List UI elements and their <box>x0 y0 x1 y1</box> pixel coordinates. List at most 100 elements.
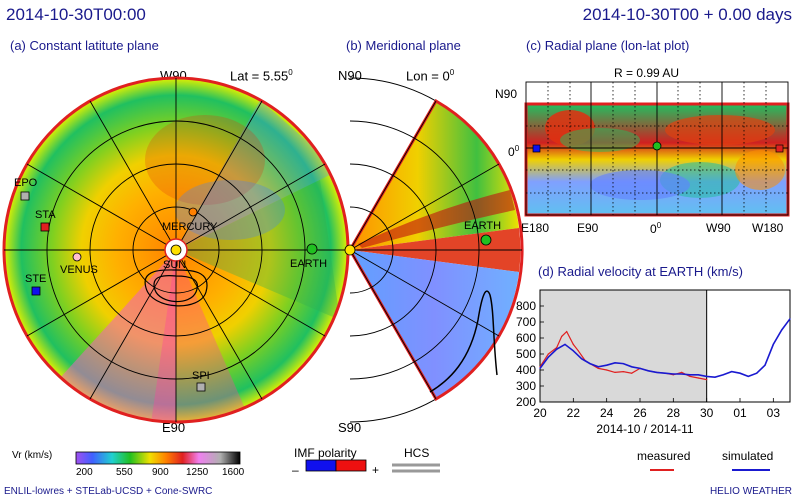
mercury-marker <box>188 207 198 217</box>
panel-c-xlabel-zero: 00 <box>650 221 662 236</box>
simulated-point <box>647 370 649 372</box>
plot-frame <box>539 289 791 403</box>
simulated-point <box>547 356 549 358</box>
y-tick-label: 600 <box>516 331 536 345</box>
simulated-point <box>764 364 766 366</box>
imf-plus-label: + <box>372 463 380 477</box>
imf-negative-swatch <box>305 459 337 472</box>
imf-polarity-box <box>305 459 367 472</box>
measured-point <box>631 372 633 374</box>
y-tick-label: 300 <box>516 379 536 393</box>
venus-marker <box>72 252 82 262</box>
simulated-point <box>706 375 708 377</box>
measured-point <box>597 367 599 369</box>
simulated-point <box>681 373 683 375</box>
panel-b-lon-label: Lon = 00 <box>406 68 455 84</box>
panel-a-title: (a) Constant latitute plane <box>10 38 159 53</box>
panel-d-chart: 200 300 400 500 600 700 800 20 22 24 26 28 30 01 03 201… <box>516 289 791 436</box>
earth-label-b: EARTH <box>464 220 501 232</box>
panel-c-xlabel-e180: E180 <box>521 221 550 235</box>
simulated-point <box>572 350 574 352</box>
earth-label-a: EARTH <box>290 258 327 270</box>
measured-point <box>697 377 699 379</box>
panel-a-markers <box>20 191 318 392</box>
y-tick-label: 400 <box>516 363 536 377</box>
epo-label: EPO <box>14 177 38 189</box>
measured-point <box>566 331 568 333</box>
colorbar-tick-550: 550 <box>116 467 133 478</box>
history-shade <box>540 290 707 402</box>
simulated-point <box>672 373 674 375</box>
earth-marker <box>306 243 318 255</box>
colorbar <box>75 451 241 465</box>
imf-polarity-title: IMF polarity <box>294 446 357 460</box>
panel-c-xlabel-e90: E90 <box>577 221 599 235</box>
footer-left: ENLIL-lowres + STELab-UCSD + Cone-SWRC <box>4 486 213 497</box>
simulated-point <box>564 343 566 345</box>
spi-label: SPI <box>192 370 210 382</box>
footer-right: HELIO WEATHER <box>709 486 792 497</box>
simulated-point <box>747 375 749 377</box>
simulated-point <box>739 372 741 374</box>
measured-point <box>681 371 683 373</box>
simulated-point <box>714 376 716 378</box>
simulated-point <box>639 367 641 369</box>
y-tick-label: 500 <box>516 347 536 361</box>
measured-point <box>614 371 616 373</box>
panel-b-top-label: N90 <box>338 68 362 83</box>
simulated-point <box>731 371 733 373</box>
sun-label: SUN <box>163 259 186 271</box>
panel-a-disk <box>2 76 350 424</box>
measured-point <box>561 335 563 337</box>
measured-point <box>622 371 624 373</box>
simulated-point <box>664 372 666 374</box>
x-tick-label: 28 <box>667 406 681 420</box>
spi-marker <box>196 382 206 392</box>
measured-point <box>547 353 549 355</box>
hcs-symbol <box>392 463 440 473</box>
sta-label: STA <box>35 209 56 221</box>
panel-c-map <box>524 81 790 217</box>
simulated-point <box>589 363 591 365</box>
measured-point <box>606 369 608 371</box>
simulated-point <box>756 372 758 374</box>
simulated-point <box>606 364 608 366</box>
simulated-point <box>539 367 541 369</box>
panel-d-title: (d) Radial velocity at EARTH (km/s) <box>538 264 743 279</box>
simulated-point <box>581 358 583 360</box>
y-tick-label: 200 <box>516 395 536 409</box>
x-tick-label: 22 <box>567 406 581 420</box>
panel-a-lat-label: Lat = 5.550 <box>230 68 293 84</box>
simulated-point <box>772 343 774 345</box>
panel-c-ylabel-n90: N90 <box>495 87 518 101</box>
header-right-timestamp: 2014-10-30T00 + 0.00 days <box>582 5 792 24</box>
venus-label: VENUS <box>60 264 98 276</box>
x-tick-label: 20 <box>533 406 547 420</box>
measured-legend-label: measured <box>637 449 691 463</box>
simulated-point <box>722 374 724 376</box>
simulated-point <box>622 363 624 365</box>
panel-c-title: (c) Radial plane (lon-lat plot) <box>526 38 690 53</box>
colorbar-tick-1600: 1600 <box>222 467 245 478</box>
measured-point <box>577 350 579 352</box>
panel-c-ylabel-zero: 00 <box>508 144 520 159</box>
x-tick-label: 03 <box>767 406 781 420</box>
simulated-point <box>697 374 699 376</box>
panel-c-radius-label: R = 0.99 AU <box>614 66 680 80</box>
panel-a-object-labels: EPO STA VENUS STE MERCURY SUN EARTH SPI <box>14 177 327 382</box>
y-tick-label: 800 <box>516 299 536 313</box>
simulated-legend-label: simulated <box>722 449 774 463</box>
colorbar-label: Vr (km/s) <box>12 450 53 461</box>
x-tick-label: 26 <box>633 406 647 420</box>
panel-a-bottom-label: E90 <box>162 420 186 435</box>
epo-marker <box>20 191 30 201</box>
y-tick-label: 700 <box>516 315 536 329</box>
measured-point <box>556 347 558 349</box>
panel-c-xlabel-w90: W90 <box>706 221 731 235</box>
panel-c-xlabel-w180: W180 <box>752 221 784 235</box>
measured-point <box>572 343 574 345</box>
earth-marker-b <box>480 234 492 246</box>
measured-point <box>706 379 708 381</box>
header-left-timestamp: 2014-10-30T00:00 <box>6 5 146 24</box>
